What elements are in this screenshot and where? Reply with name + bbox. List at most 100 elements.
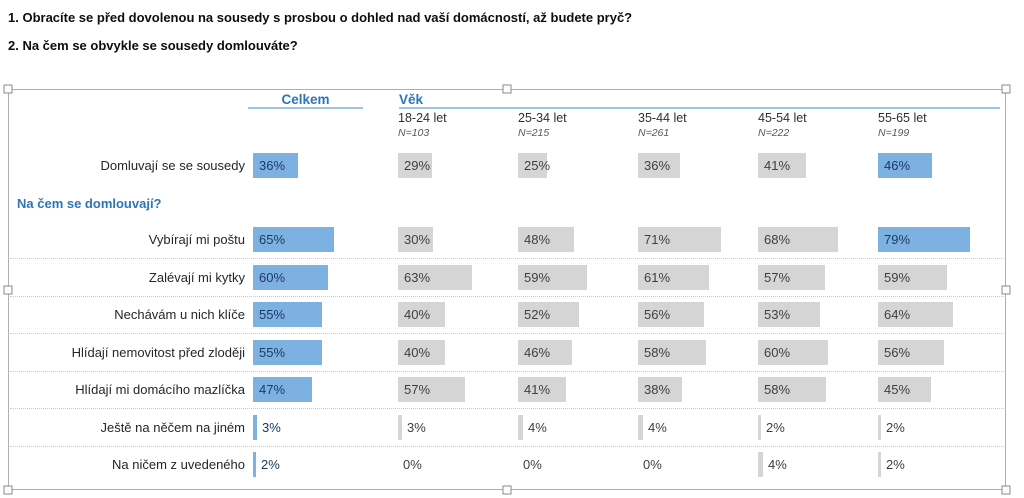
value-bar [398,377,465,402]
value-bar [758,302,820,327]
age-column-base-size: N=199 [878,127,910,139]
row-label: Ještě na něčem na jiném [100,419,245,435]
value-label: 2% [886,419,905,435]
row-separator [10,333,1004,335]
row-label: Na ničem z uvedeného [112,457,245,472]
age-column-label: 18-24 let [398,111,447,125]
selection-handle-top-center[interactable] [502,84,512,94]
value-label: 55% [259,344,286,360]
value-bar [398,339,445,365]
value-label: 56% [884,344,911,360]
value-bar [758,153,806,178]
value-label: 59% [524,269,551,285]
value-label: 41% [764,158,791,173]
value-label: 79% [884,232,911,247]
value-bar [638,227,721,252]
question-1: 1. Obracíte se před dovolenou na sousedy… [8,10,633,25]
value-label: 29% [404,158,431,173]
value-bar [253,264,328,290]
value-label: 52% [524,307,551,322]
value-label: 56% [644,307,671,322]
selection-handle-bottom-center[interactable] [502,485,512,495]
value-label: 0% [643,457,662,472]
value-bar [758,227,838,252]
age-column-base-size: N=103 [398,127,430,139]
value-label: 0% [403,457,422,472]
value-label: 40% [404,307,431,322]
value-bar [758,264,825,290]
value-bar [878,227,970,252]
value-label: 63% [404,269,431,285]
column-group-header-age: Věk [399,92,424,107]
value-label: 36% [644,158,671,173]
row-separator [10,370,1004,372]
value-label: 45% [884,382,911,397]
selection-handle-middle-right[interactable] [1001,285,1011,295]
value-label: 3% [407,419,426,435]
value-bar [253,377,312,402]
selection-handle-top-left[interactable] [3,84,13,94]
row-separator [10,258,1004,260]
value-label: 65% [259,232,286,247]
value-bar [253,452,256,477]
selection-handle-bottom-left[interactable] [3,485,13,495]
row-separator [10,408,1004,410]
value-label: 46% [884,158,911,173]
value-label: 46% [524,344,551,360]
selection-handle-bottom-right[interactable] [1001,485,1011,495]
value-label: 58% [644,344,671,360]
value-bar [518,339,572,365]
value-label: 64% [884,307,911,322]
age-column-base-size: N=261 [638,127,670,139]
question-2: 2. Na čem se obvykle se sousedy domlouvá… [8,38,298,53]
row-label: Domluvají se se sousedy [100,158,245,173]
row-label: Nechávám u nich klíče [114,307,245,322]
value-bar [638,153,680,178]
value-bar [253,153,298,178]
value-label: 41% [524,382,551,397]
age-column-label: 25-34 let [518,111,567,125]
value-bar [518,264,587,290]
value-bar [518,302,579,327]
value-label: 36% [259,158,286,173]
value-bar [878,264,947,290]
selection-handle-top-right[interactable] [1001,84,1011,94]
value-bar [398,302,445,327]
value-label: 68% [764,232,791,247]
row-label: Hlídají mi domácího mazlíčka [75,382,245,397]
value-bar [253,227,334,252]
value-bar [878,339,944,365]
value-bar [638,414,643,440]
value-label: 53% [764,307,791,322]
age-column-base-size: N=215 [518,127,550,139]
value-label: 58% [764,382,791,397]
value-label: 57% [764,269,791,285]
value-bar [638,302,704,327]
selection-handle-middle-left[interactable] [3,285,13,295]
chart-object-frame[interactable] [8,89,1006,490]
value-label: 4% [528,419,547,435]
value-bar [758,339,828,365]
value-bar [878,414,881,440]
value-label: 0% [523,457,542,472]
value-label: 60% [764,344,791,360]
value-label: 2% [766,419,785,435]
value-bar [398,414,402,440]
value-label: 2% [886,457,905,472]
age-column-base-size: N=222 [758,127,790,139]
row-label: Vybírají mi poštu [148,232,245,247]
value-bar [398,264,472,290]
value-bar [878,153,932,178]
value-bar [518,377,566,402]
row-label: Zalévají mi kytky [148,269,245,285]
row-separator [10,295,1004,297]
value-label: 40% [404,344,431,360]
row-label: Hlídají nemovitost před zloději [71,344,245,360]
age-column-label: 35-44 let [638,111,687,125]
value-label: 59% [884,269,911,285]
age-column-label: 55-65 let [878,111,927,125]
value-bar [253,339,322,365]
value-label: 60% [259,269,286,285]
value-bar [518,227,574,252]
value-bar [398,227,433,252]
